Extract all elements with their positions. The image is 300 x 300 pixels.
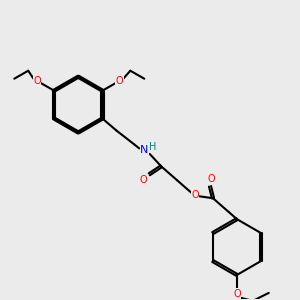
Text: O: O: [233, 289, 241, 299]
Text: O: O: [116, 76, 123, 86]
Text: O: O: [191, 190, 199, 200]
Text: O: O: [207, 174, 215, 184]
Text: O: O: [140, 175, 147, 185]
Text: N: N: [140, 146, 148, 155]
Text: H: H: [148, 142, 156, 152]
Text: O: O: [33, 76, 41, 86]
